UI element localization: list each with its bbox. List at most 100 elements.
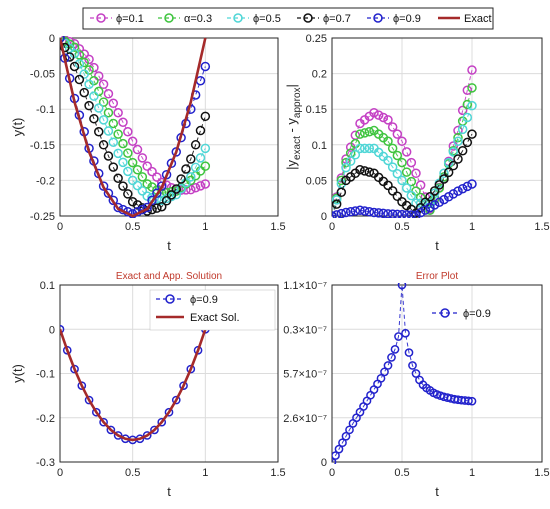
data-point — [113, 129, 123, 139]
data-point — [132, 180, 143, 191]
y-tick-label: -0.1 — [36, 104, 55, 116]
data-point — [355, 129, 365, 139]
y-tick-label: 5.7×10⁻⁷ — [283, 369, 327, 381]
x-axis-label: t — [167, 484, 171, 499]
y-tick-label: 1.1×10⁻⁷ — [283, 280, 327, 292]
data-point — [383, 155, 393, 166]
legend-box — [149, 289, 276, 331]
data-point — [364, 126, 375, 137]
data-point — [190, 162, 201, 173]
x-axis-label: t — [435, 484, 439, 499]
data-point — [147, 182, 157, 192]
data-point — [462, 137, 473, 148]
data-point — [467, 100, 477, 111]
data-point — [137, 186, 148, 196]
data-point — [443, 157, 454, 168]
x-tick-label: 0 — [329, 467, 335, 479]
y-tick-label: 0.25 — [306, 33, 327, 45]
data-point — [60, 36, 65, 43]
data-point — [462, 85, 473, 95]
x-axis-label: t — [167, 238, 171, 253]
data-point — [113, 108, 123, 118]
y-tick-label: -0.25 — [30, 211, 55, 223]
data-point — [186, 154, 196, 164]
data-point — [89, 91, 99, 101]
data-point — [142, 431, 152, 440]
data-point — [392, 209, 403, 218]
data-point — [195, 153, 206, 163]
data-point — [408, 361, 417, 370]
data-point — [457, 124, 468, 135]
data-point — [448, 189, 459, 199]
y-tick-label: -0.05 — [30, 69, 55, 81]
data-point — [332, 210, 342, 218]
data-point — [462, 112, 473, 123]
data-point — [467, 179, 477, 189]
series-line — [60, 328, 207, 442]
data-point — [74, 44, 85, 54]
data-point — [123, 166, 133, 177]
data-point — [439, 168, 449, 179]
y-axis-label-part: approx — [292, 87, 303, 118]
axes-frame — [59, 284, 279, 463]
data-point — [103, 151, 114, 161]
data-point — [332, 451, 340, 460]
data-point — [364, 143, 375, 154]
data-point — [77, 381, 87, 391]
x-tick-label: 1.5 — [534, 221, 549, 233]
data-point — [462, 181, 473, 192]
y-tick-label: 0 — [321, 211, 327, 223]
data-point — [118, 138, 128, 149]
series-line — [332, 133, 473, 217]
data-point — [406, 157, 417, 168]
y-axis-label: |yexact - yapprox| — [284, 84, 303, 170]
data-point — [94, 71, 104, 81]
data-point — [179, 381, 188, 391]
data-point — [341, 207, 351, 218]
y-tick-label: 0.1 — [312, 140, 327, 152]
data-point — [443, 192, 454, 202]
x-tick-label: 0 — [57, 221, 63, 233]
data-point — [383, 361, 393, 370]
data-point — [91, 407, 101, 417]
data-point — [457, 183, 468, 194]
data-point — [383, 180, 393, 191]
panel-0: 0 0.5 1 1.5 0 -0.05 -0.1 -0.15 -0.2 -0.25 t y(t) — [10, 33, 286, 253]
data-point — [355, 143, 365, 154]
panel-title: Exact and App. Solution — [116, 271, 222, 282]
y-tick-label: -0.1 — [36, 369, 55, 381]
y-tick-label: -0.3 — [36, 457, 55, 469]
top-legend: ϕ=0.1 α=0.3 ϕ=0.5 ϕ=0.7 ϕ=0.9 Exact — [82, 7, 494, 30]
data-point — [103, 188, 114, 198]
data-layer — [332, 65, 477, 218]
data-point — [359, 128, 370, 138]
data-point — [156, 201, 167, 212]
data-point — [103, 89, 114, 99]
y-axis-label-part: exact — [292, 136, 303, 160]
data-point — [434, 197, 445, 207]
data-point — [387, 162, 398, 172]
legend-label: Exact Sol. — [190, 312, 240, 324]
y-tick-label: 0.3×10⁻⁷ — [283, 324, 327, 336]
data-point — [401, 210, 412, 218]
data-point — [103, 126, 114, 136]
data-point — [345, 206, 356, 217]
data-point — [434, 183, 445, 193]
legend-error: ϕ=0.9 — [432, 308, 491, 320]
data-point — [118, 157, 128, 168]
data-point — [166, 158, 177, 169]
data-point — [406, 176, 417, 187]
data-point — [359, 206, 370, 216]
x-tick-label: 1.5 — [270, 221, 285, 233]
data-point — [84, 100, 94, 111]
data-point — [195, 125, 206, 136]
series-line — [60, 37, 206, 201]
data-point — [453, 154, 463, 164]
data-point — [336, 187, 347, 198]
data-point — [181, 185, 191, 195]
data-point — [74, 59, 85, 69]
data-point — [157, 417, 167, 427]
panel-1: 0 0.5 1 1.5 0 0.05 0.1 0.15 0.2 0.25 t |yexact - ya… — [284, 33, 550, 253]
data-point — [84, 54, 94, 65]
data-point — [142, 202, 152, 213]
